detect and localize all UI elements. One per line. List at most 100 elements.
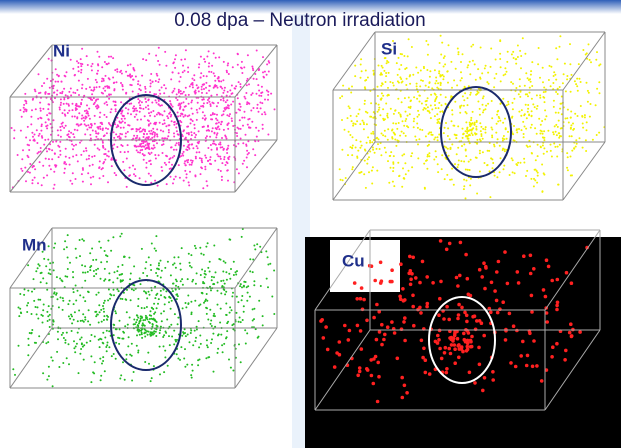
- atom: [33, 139, 35, 141]
- atom: [122, 279, 124, 281]
- atom: [109, 279, 111, 281]
- atom: [248, 127, 250, 129]
- atom: [570, 117, 572, 119]
- atom: [34, 177, 36, 179]
- atom: [83, 240, 85, 242]
- atom: [522, 254, 526, 258]
- atom: [485, 65, 487, 67]
- atom: [200, 56, 202, 58]
- atom: [66, 332, 68, 334]
- atom: [240, 138, 242, 140]
- atom: [479, 122, 481, 124]
- atom: [73, 319, 75, 321]
- atom: [185, 94, 187, 96]
- atom: [596, 134, 598, 136]
- atom: [227, 123, 229, 125]
- atom: [150, 111, 152, 113]
- atom: [81, 343, 83, 345]
- atom: [65, 163, 67, 165]
- atom: [515, 58, 517, 60]
- atom: [104, 148, 106, 150]
- atom: [119, 133, 121, 135]
- atom: [114, 271, 116, 273]
- box-edge: [10, 45, 52, 97]
- atom: [519, 50, 521, 52]
- atom: [137, 83, 139, 85]
- atom: [144, 319, 146, 321]
- atom: [357, 113, 359, 115]
- atom: [219, 322, 221, 324]
- atom: [192, 82, 194, 84]
- atom: [542, 190, 544, 192]
- atom: [49, 262, 51, 264]
- atom: [113, 294, 115, 296]
- atom: [526, 117, 528, 119]
- atom: [93, 372, 95, 374]
- atom: [111, 165, 113, 167]
- atom: [459, 241, 463, 245]
- atom: [188, 184, 190, 186]
- atom: [241, 299, 243, 301]
- atom: [185, 105, 187, 107]
- atom: [36, 129, 38, 131]
- atom: [122, 338, 124, 340]
- atom: [88, 291, 90, 293]
- atom: [247, 78, 249, 80]
- atom: [240, 86, 242, 88]
- atom: [429, 76, 431, 78]
- atom: [530, 294, 534, 298]
- atom: [426, 69, 428, 71]
- atom: [370, 102, 372, 104]
- atom: [109, 298, 111, 300]
- atom: [269, 263, 271, 265]
- atom: [472, 44, 474, 46]
- atom: [565, 271, 569, 275]
- atom: [206, 56, 208, 58]
- atom: [230, 268, 232, 270]
- atom: [387, 87, 389, 89]
- atom: [123, 127, 125, 129]
- atom: [253, 107, 255, 109]
- atom: [214, 315, 216, 317]
- atom: [216, 134, 218, 136]
- atom: [223, 100, 225, 102]
- atom: [490, 66, 492, 68]
- atom: [470, 129, 472, 131]
- atom: [175, 289, 177, 291]
- atom: [48, 366, 50, 368]
- atom: [392, 138, 394, 140]
- atom: [209, 261, 211, 263]
- atom: [569, 322, 573, 326]
- atom: [224, 156, 226, 158]
- atom: [359, 329, 363, 333]
- atom: [101, 123, 103, 125]
- atom: [475, 126, 477, 128]
- atom: [405, 84, 407, 86]
- atom: [494, 175, 496, 177]
- atom: [87, 78, 89, 80]
- atom: [155, 55, 157, 57]
- atom: [476, 120, 478, 122]
- atom: [50, 356, 52, 358]
- atom: [487, 164, 489, 166]
- atom: [464, 253, 468, 257]
- atom: [237, 53, 239, 55]
- atom: [390, 167, 392, 169]
- atom: [140, 320, 142, 322]
- atom: [465, 135, 467, 137]
- atom: [531, 365, 535, 369]
- atom: [555, 79, 557, 81]
- atom: [58, 146, 60, 148]
- atom: [487, 103, 489, 105]
- atom: [185, 149, 187, 151]
- atom: [467, 169, 469, 171]
- atom: [39, 108, 41, 110]
- atom: [25, 110, 27, 112]
- atom: [262, 128, 264, 130]
- atom: [580, 81, 582, 83]
- atom: [470, 345, 474, 349]
- atom: [457, 164, 459, 166]
- atom: [89, 340, 91, 342]
- atom: [34, 89, 36, 91]
- atom: [51, 149, 53, 151]
